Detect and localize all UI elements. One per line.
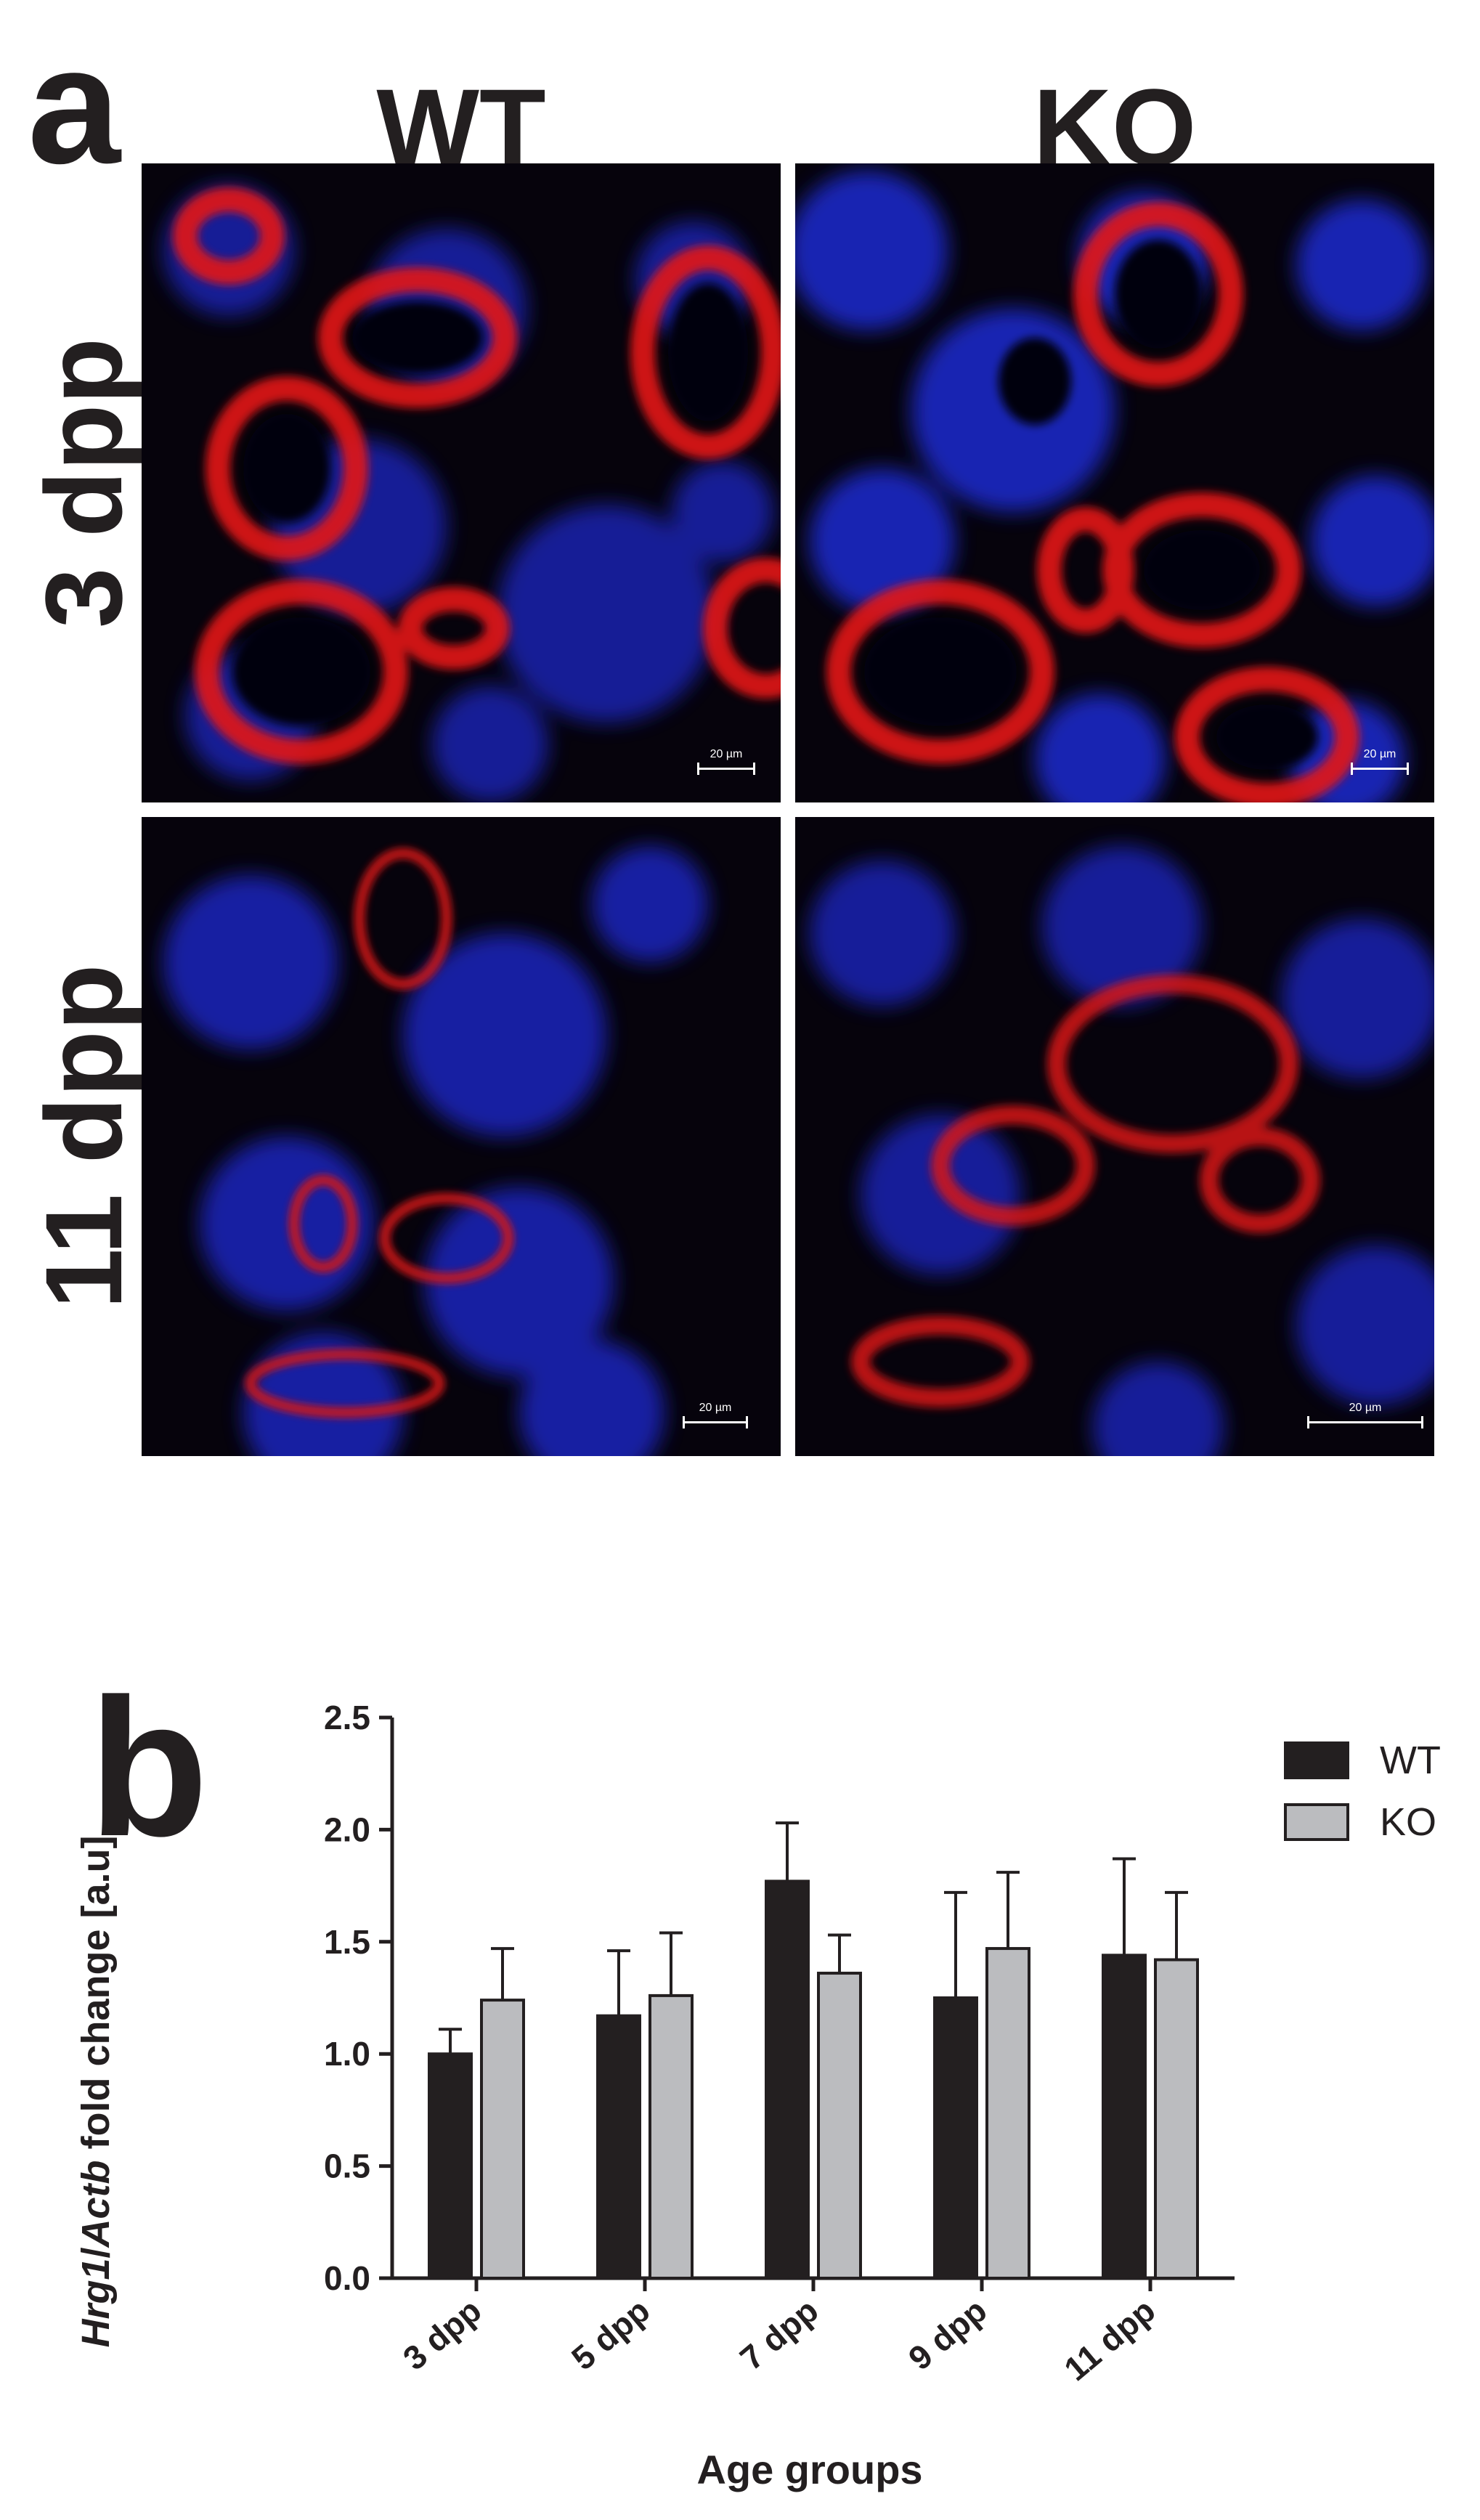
- bar-ko-5dpp: [648, 1993, 694, 2280]
- x-tick-label: 7 dpp: [733, 2291, 825, 2378]
- bar-ko-9dpp: [985, 1947, 1030, 2280]
- bar-ko-7dpp: [817, 1972, 862, 2280]
- x-tick-label: 3 dpp: [396, 2291, 488, 2378]
- y-tick-label: 0.0: [324, 2259, 370, 2297]
- row-label-11dpp: 11 dpp: [23, 964, 145, 1309]
- micrograph-ko-11dpp: 20 µm: [795, 817, 1434, 1456]
- row-label-3dpp: 3 dpp: [23, 338, 145, 628]
- y-axis-label: Hrg1/Actb fold change [a.u]: [74, 1835, 118, 2347]
- legend-swatch-ko: [1284, 1803, 1349, 1841]
- bar-wt-3dpp: [428, 2052, 473, 2280]
- bar-chart: 0.0 0.5 1.0 1.5 2.0 2.5 3 dpp 5 dpp 7 dpp 9 dpp 11…: [74, 1699, 1441, 2492]
- micrograph-wt-11dpp: 20 µm: [142, 817, 781, 1456]
- legend-label-wt: WT: [1380, 1739, 1441, 1782]
- micrograph-ko-3dpp: 20 µm: [795, 163, 1434, 802]
- micrograph-ko-11dpp-image: 20 µm: [795, 817, 1434, 1456]
- bar-ko-3dpp: [480, 1999, 525, 2280]
- micrograph-wt-3dpp-image: 20 µm: [142, 163, 781, 802]
- bar-ko-11dpp: [1154, 1958, 1199, 2280]
- legend-swatch-wt: [1284, 1741, 1349, 1779]
- x-axis-label: Age groups: [696, 2447, 922, 2492]
- y-tick-label: 2.5: [324, 1699, 370, 1736]
- legend-label-ko: KO: [1380, 1800, 1436, 1844]
- scale-bar-label: 20 µm: [1364, 748, 1396, 760]
- panel-b-letter: b: [89, 1659, 208, 1877]
- legend: WT KO: [1284, 1739, 1441, 1844]
- x-tick-label: 11 dpp: [1057, 2291, 1162, 2389]
- bar-wt-11dpp: [1102, 1954, 1147, 2280]
- micrograph-wt-3dpp: 20 µm: [142, 163, 781, 802]
- bar-wt-9dpp: [933, 1996, 978, 2280]
- micrograph-wt-11dpp-image: 20 µm: [142, 817, 781, 1456]
- micrograph-ko-3dpp-image: 20 µm: [795, 163, 1434, 802]
- y-tick-label: 2.0: [324, 1810, 370, 1848]
- bar-wt-5dpp: [596, 2014, 641, 2280]
- y-tick-label: 1.5: [324, 1923, 370, 1961]
- x-tick-label: 9 dpp: [901, 2291, 993, 2378]
- scale-bar-label: 20 µm: [699, 1402, 732, 1414]
- scale-bar-label: 20 µm: [1349, 1402, 1382, 1414]
- y-tick-label: 0.5: [324, 2147, 370, 2185]
- y-tick-label: 1.0: [324, 2035, 370, 2073]
- bar-wt-7dpp: [765, 1879, 810, 2280]
- panel-a-letter: a: [28, 12, 121, 198]
- x-tick-label: 5 dpp: [564, 2291, 656, 2378]
- scale-bar-label: 20 µm: [710, 748, 743, 760]
